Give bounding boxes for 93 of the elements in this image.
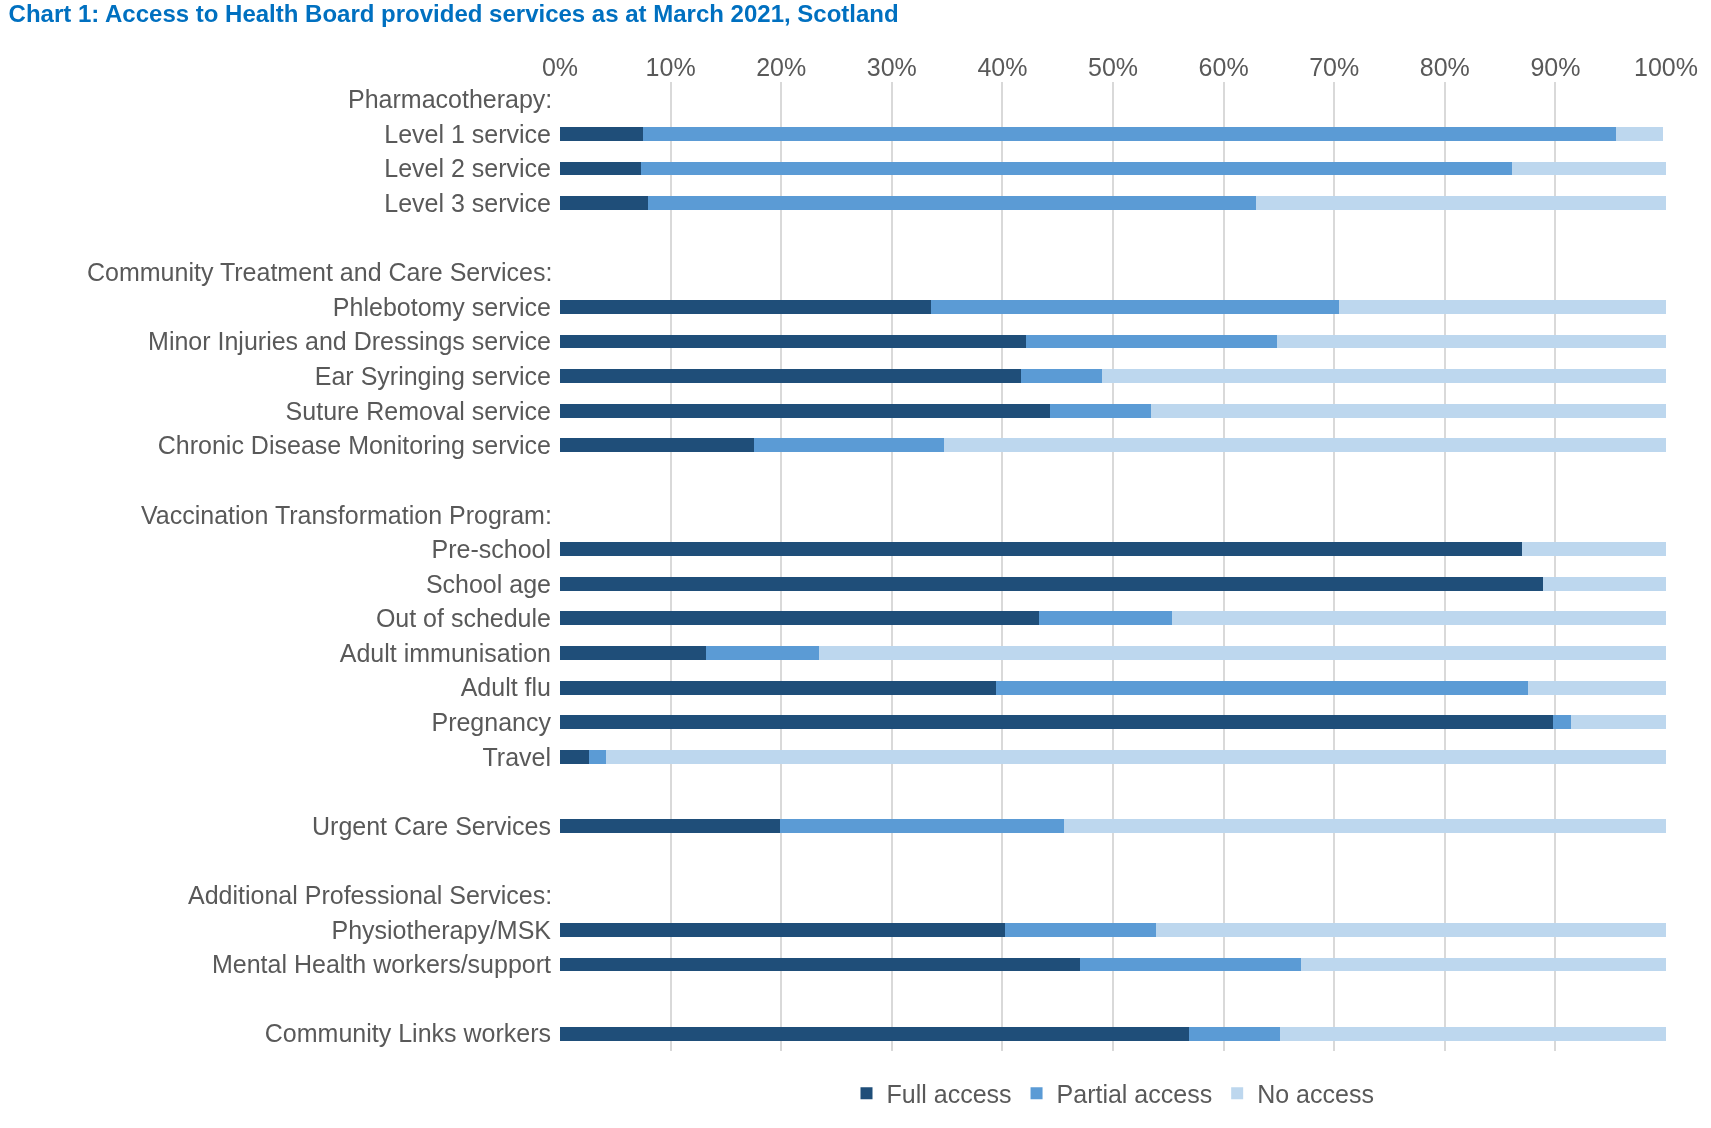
bar (1025, 334, 1277, 349)
legend-label: No access (1257, 1079, 1374, 1108)
bar (560, 369, 1022, 384)
bar (560, 126, 643, 141)
bar (606, 749, 1666, 764)
y-tick-label: Chronic Disease Monitoring service (157, 431, 551, 460)
chart-title: Chart 1: Access to Health Board provided services as at March 2021, Scotland (8, 0, 899, 28)
y-tick-label: Mental Health workers/support (211, 950, 552, 979)
y-tick-label: Out of schedule (375, 604, 551, 633)
x-tick-label: 40% (977, 53, 1028, 81)
text: Pharmacotherapy: (348, 85, 553, 113)
x-tick-label: 90% (1530, 53, 1581, 81)
bar (1522, 542, 1666, 557)
y-tick-label: Minor Injuries and Dressings service (148, 327, 551, 356)
bar (560, 403, 1050, 418)
text: Community Treatment and Care Services: (87, 258, 553, 286)
bar (753, 438, 944, 453)
text: Vaccination Transformation Program: (141, 501, 552, 529)
bar (1616, 126, 1663, 141)
bar (648, 196, 1256, 211)
text: Additional Professional Services: (188, 881, 553, 909)
bar (818, 646, 1666, 660)
y-tick-label: Pre-school (431, 534, 551, 563)
bar (560, 646, 706, 660)
bar (642, 126, 1617, 141)
bar (705, 646, 819, 660)
bar (1079, 957, 1302, 972)
bar (560, 749, 589, 764)
legend-label: Partial access (1056, 1079, 1213, 1108)
y-tick-label: Adult flu (460, 673, 551, 702)
x-tick-label: 100% (1634, 53, 1698, 81)
y-tick-label: Travel (482, 742, 551, 771)
bar (640, 161, 1513, 176)
bar (560, 576, 1544, 591)
bar (560, 334, 1026, 349)
bar (1276, 334, 1666, 349)
bar (560, 542, 1523, 557)
x-tick-label: 70% (1309, 53, 1360, 81)
bar (1553, 715, 1571, 730)
bar (560, 1026, 1190, 1041)
bar (1527, 680, 1666, 695)
bar (930, 300, 1339, 314)
bar (1150, 403, 1666, 418)
bar (1064, 819, 1666, 833)
bar (1049, 403, 1151, 418)
bar (1338, 300, 1666, 314)
bar (1038, 611, 1172, 626)
bar (1512, 161, 1666, 176)
bar (1171, 611, 1666, 626)
bar (560, 680, 996, 695)
x-tick-label: 20% (756, 53, 807, 81)
bar (943, 438, 1666, 453)
bar (560, 922, 1005, 937)
bar (1301, 957, 1666, 972)
bar (1156, 922, 1666, 937)
bar (1280, 1026, 1666, 1041)
bar (560, 715, 1554, 730)
bar (1189, 1026, 1281, 1041)
y-tick-label: Ear Syringing service (314, 361, 551, 390)
x-tick-label: 50% (1087, 53, 1139, 81)
bar (995, 680, 1528, 695)
bar (1543, 576, 1666, 591)
bar (560, 161, 641, 176)
bar (560, 438, 754, 453)
y-tick-label: Level 2 service (384, 154, 551, 183)
bar (588, 749, 607, 764)
bar (1004, 922, 1157, 937)
x-tick-label: 10% (645, 53, 696, 81)
bar (780, 819, 1065, 833)
y-tick-label: Level 3 service (384, 188, 551, 217)
bar (1255, 196, 1666, 211)
y-tick-label: Suture Removal service (285, 396, 551, 425)
y-tick-label: Community Links workers (264, 1019, 551, 1048)
x-tick-label: 0% (541, 53, 579, 81)
x-tick-label: 60% (1198, 53, 1249, 81)
y-tick-label: School age (425, 569, 551, 598)
bar (560, 611, 1039, 626)
bar (1021, 369, 1102, 384)
x-tick-label: 80% (1419, 53, 1470, 81)
y-tick-label: Adult immunisation (339, 638, 551, 667)
y-tick-label: Level 1 service (384, 119, 551, 148)
bar (1570, 715, 1666, 730)
bar (560, 196, 649, 211)
y-tick-label: Pregnancy (431, 707, 552, 736)
x-tick-label: 30% (866, 53, 917, 81)
y-tick-label: Phlebotomy service (332, 292, 551, 321)
y-tick-label: Physiotherapy/MSK (331, 915, 552, 944)
bar (1101, 369, 1666, 384)
bar (560, 819, 781, 833)
legend-label: Full access (886, 1079, 1012, 1108)
bar (560, 300, 931, 314)
bar (560, 957, 1080, 972)
y-tick-label: Urgent Care Services (312, 811, 551, 840)
